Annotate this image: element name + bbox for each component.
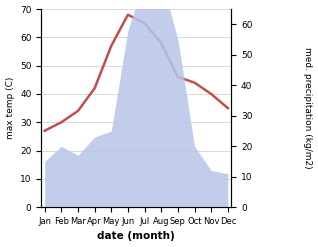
- X-axis label: date (month): date (month): [97, 231, 175, 242]
- Y-axis label: med. precipitation (kg/m2): med. precipitation (kg/m2): [303, 47, 313, 169]
- Y-axis label: max temp (C): max temp (C): [5, 77, 15, 139]
